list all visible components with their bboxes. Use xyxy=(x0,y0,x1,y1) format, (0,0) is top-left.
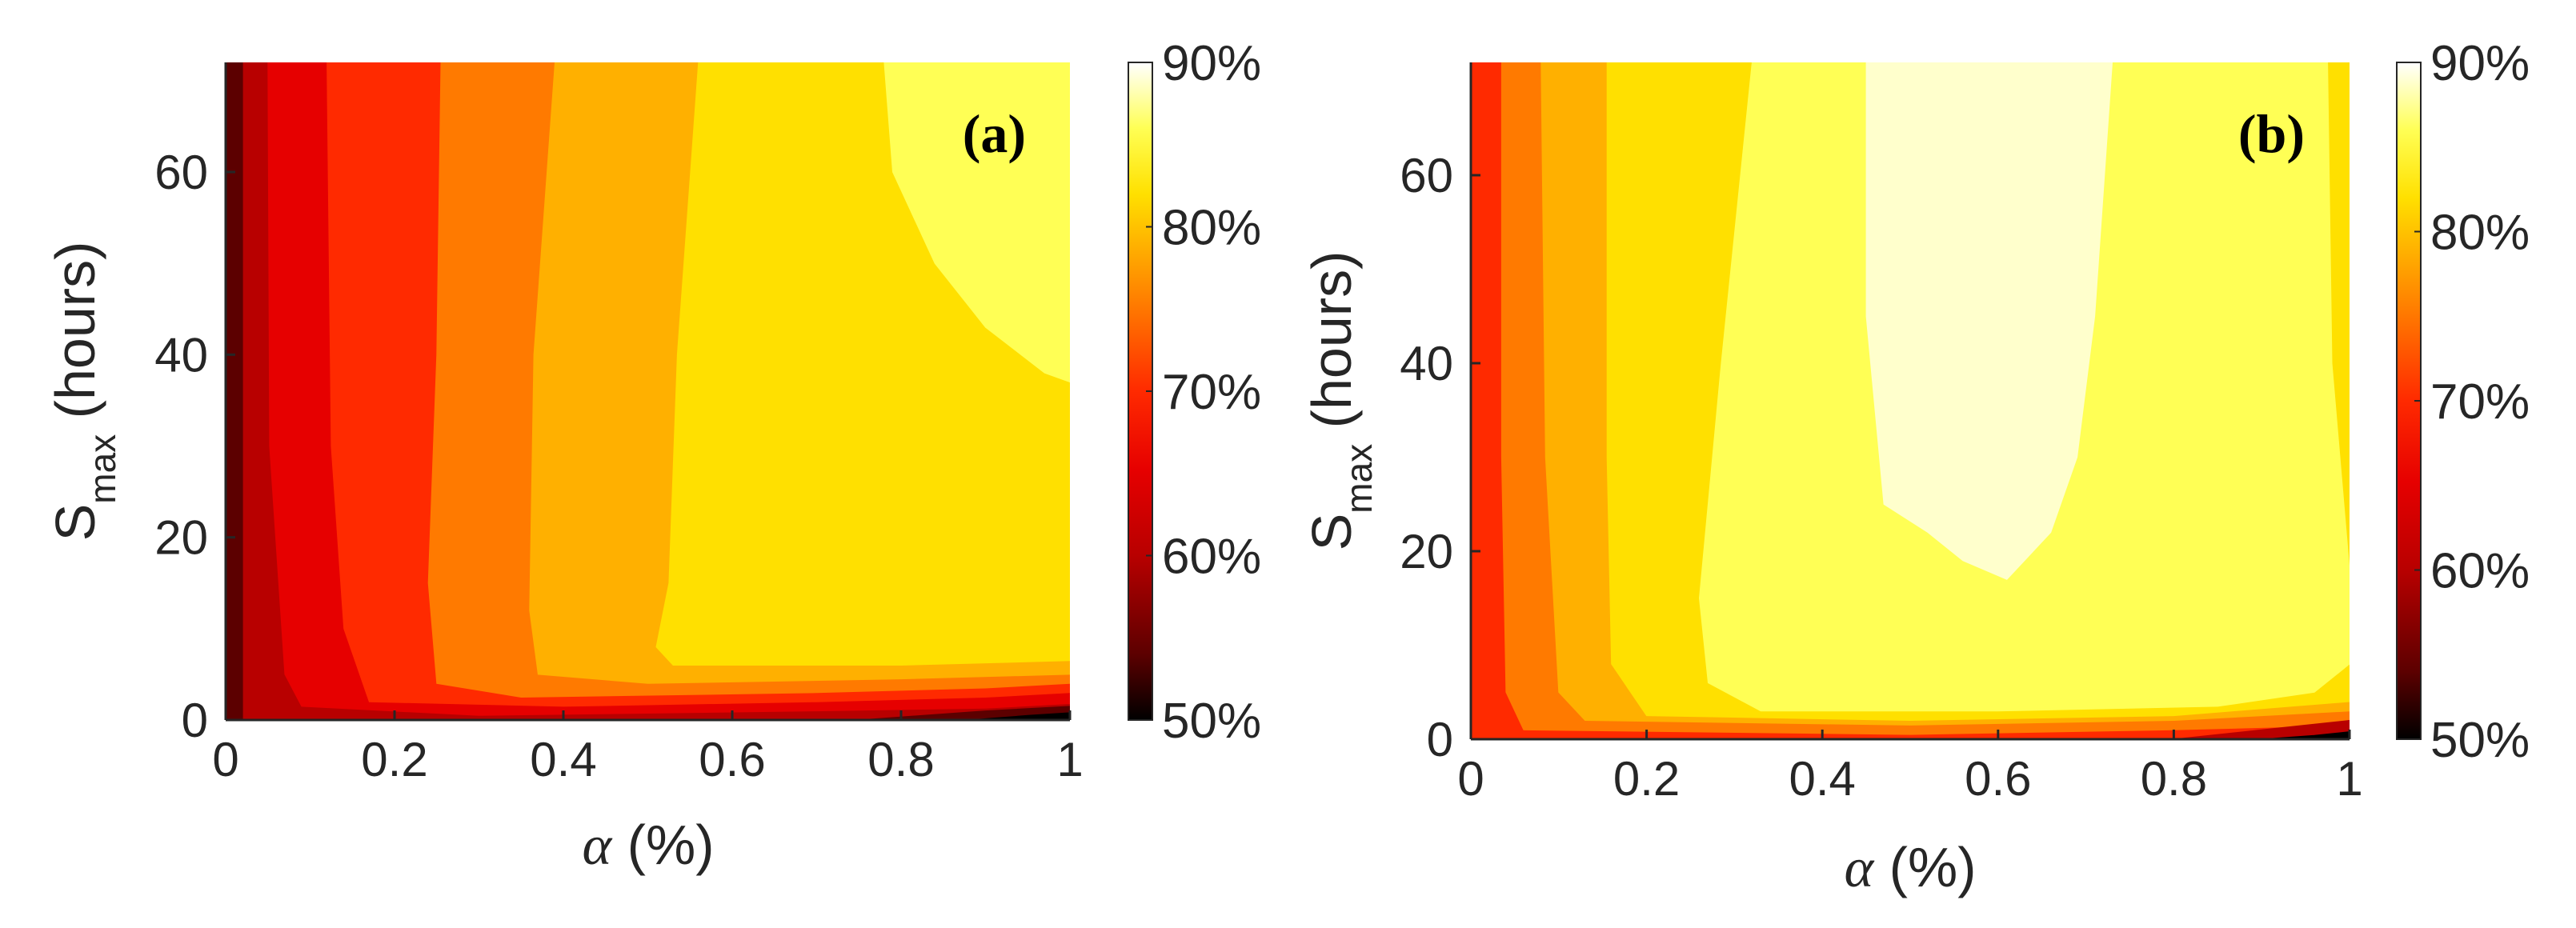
x-axis-unit-b: (%) xyxy=(1873,836,1976,898)
y-axis-sub-b: max xyxy=(1338,444,1380,514)
colorbar-tick-label-b-1: 60% xyxy=(2430,544,2530,599)
x-tick-label-b-0: 0 xyxy=(1457,752,1484,806)
colorbar-tick-label-b-3: 80% xyxy=(2430,206,2530,261)
panel-b: 0 0.2 0.4 0.6 0.8 1 0 20 40 60 (b) α (%) Smax (h… xyxy=(1300,36,2530,899)
colorbar-tick-label-a-3: 80% xyxy=(1162,201,1261,256)
y-tick-label-a-1: 20 xyxy=(154,511,208,565)
y-axis-label-a: Smax (hours) xyxy=(44,242,123,542)
colorbar-tick-label-a-4: 90% xyxy=(1162,36,1261,91)
x-ticks-b: 0 0.2 0.4 0.6 0.8 1 xyxy=(1457,730,2363,806)
x-tick-label-a-5: 1 xyxy=(1056,733,1083,786)
y-tick-label-b-1: 20 xyxy=(1400,525,1453,578)
x-tick-label-a-3: 0.6 xyxy=(699,733,765,786)
y-tick-label-b-2: 40 xyxy=(1400,337,1453,390)
colorbar-tick-label-b-4: 90% xyxy=(2430,36,2530,91)
x-tick-label-b-3: 0.6 xyxy=(1965,752,2031,806)
x-axis-label-b: α (%) xyxy=(1844,836,1976,899)
y-axis-sub-a: max xyxy=(82,434,123,504)
contour-band-b-6 xyxy=(2173,719,2350,739)
x-axis-symbol-b: α xyxy=(1844,838,1874,899)
x-tick-label-a-4: 0.8 xyxy=(867,733,934,786)
y-axis-unit-a: (hours) xyxy=(44,242,106,434)
y-tick-label-a-0: 0 xyxy=(182,694,208,747)
colorbar-tick-label-b-2: 70% xyxy=(2430,374,2530,430)
y-ticks-b: 0 20 40 60 xyxy=(1400,149,1480,766)
x-axis-unit-a: (%) xyxy=(611,814,714,876)
y-axis-main-a: S xyxy=(44,504,106,542)
y-tick-label-b-0: 0 xyxy=(1427,713,1453,766)
x-tick-label-b-5: 1 xyxy=(2336,752,2362,806)
y-ticks-a: 0 20 40 60 xyxy=(154,146,235,747)
contour-band-a-6 xyxy=(883,62,1070,383)
y-tick-label-a-2: 40 xyxy=(154,328,208,382)
colorbar-b: 50% 60% 70% 80% 90% xyxy=(2396,36,2530,768)
colorbar-tick-label-a-0: 50% xyxy=(1162,694,1261,749)
y-axis-main-b: S xyxy=(1300,514,1363,551)
colorbar-a-ticks: 50% 60% 70% 80% 90% xyxy=(1146,36,1261,749)
panel-a: 0 0.2 0.4 0.6 0.8 1 0 20 40 60 (a) α (%) Smax (h… xyxy=(44,36,1261,877)
panel-label-a: (a) xyxy=(963,103,1026,164)
x-tick-label-b-1: 0.2 xyxy=(1613,752,1680,806)
contour-band-b-7 xyxy=(2262,731,2350,739)
colorbar-a: 50% 60% 70% 80% 90% xyxy=(1128,36,1261,749)
y-axis-label-b: Smax (hours) xyxy=(1300,251,1380,551)
x-tick-label-a-2: 0.4 xyxy=(530,733,596,786)
x-axis-label-a: α (%) xyxy=(582,814,714,877)
x-tick-label-b-4: 0.8 xyxy=(2141,752,2207,806)
x-tick-label-b-2: 0.4 xyxy=(1789,752,1855,806)
colorbar-tick-label-a-1: 60% xyxy=(1162,530,1261,585)
x-ticks-a: 0 0.2 0.4 0.6 0.8 1 xyxy=(212,710,1084,786)
y-axis-unit-b: (hours) xyxy=(1300,251,1363,444)
contour-plot-b xyxy=(1471,62,2350,739)
contour-band-a-9 xyxy=(968,712,1070,720)
panel-label-b: (b) xyxy=(2238,103,2305,164)
colorbar-tick-label-a-2: 70% xyxy=(1162,365,1261,420)
colorbar-tick-label-b-0: 50% xyxy=(2430,713,2530,768)
colorbar-b-ticks: 50% 60% 70% 80% 90% xyxy=(2414,36,2530,768)
x-tick-label-a-0: 0 xyxy=(212,733,238,786)
y-tick-label-a-3: 60 xyxy=(154,146,208,199)
y-tick-label-b-3: 60 xyxy=(1400,149,1453,202)
contour-plot-a xyxy=(226,62,1070,720)
contour-band-a-7 xyxy=(226,62,243,720)
contour-band-b-5 xyxy=(1865,62,2113,580)
x-axis-symbol-a: α xyxy=(582,815,612,877)
x-tick-label-a-1: 0.2 xyxy=(361,733,427,786)
